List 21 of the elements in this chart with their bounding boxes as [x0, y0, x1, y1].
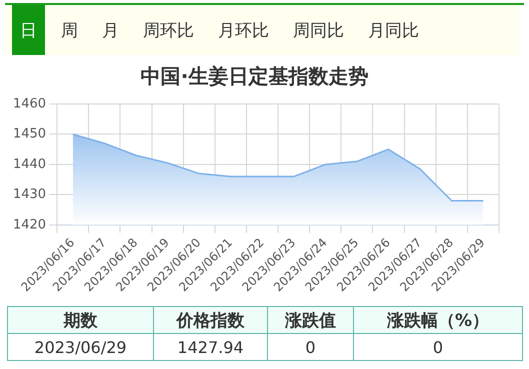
text: 0 — [268, 334, 354, 360]
text: 月 — [101, 20, 120, 42]
text: 周环比 — [142, 20, 195, 42]
text: 周同比 — [292, 20, 345, 42]
text: 2023/06/29 — [8, 334, 154, 360]
y-tick-label: 1440 — [12, 156, 46, 172]
y-tick-label: 1450 — [12, 126, 46, 142]
text: 期数 — [8, 306, 154, 334]
text: 月同比 — [367, 20, 420, 42]
text: 涨跌幅（%） — [354, 306, 522, 334]
text: 0 — [354, 334, 522, 360]
text: 涨跌值 — [268, 306, 354, 334]
chart-title: 中国·生姜日定基指数走势 — [140, 64, 368, 88]
y-tick-label: 1460 — [12, 96, 46, 112]
text: 月环比 — [217, 20, 270, 42]
text: 价格指数 — [154, 306, 268, 334]
y-tick-label: 1430 — [12, 187, 46, 202]
text: 1427.94 — [154, 334, 268, 360]
text: 周 — [60, 20, 79, 42]
text: 日 — [12, 5, 45, 55]
y-tick-label: 1420 — [12, 217, 46, 232]
